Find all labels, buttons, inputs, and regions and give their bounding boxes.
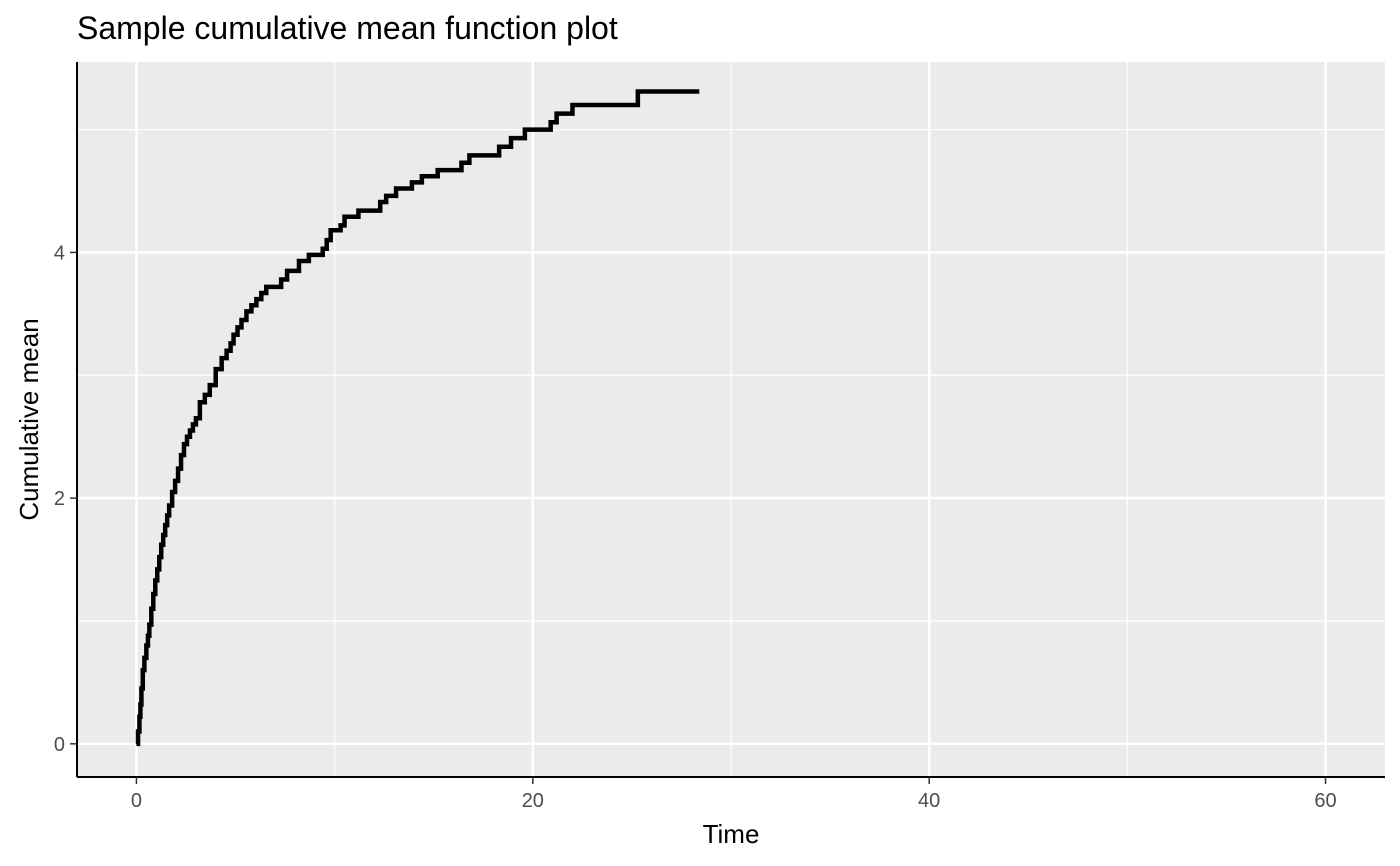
y-tick-label: 2 xyxy=(54,488,65,510)
cumulative-mean-step-line xyxy=(135,89,700,747)
y-axis-ticks: 0 2 4 xyxy=(54,242,77,756)
x-axis-title: Time xyxy=(703,819,760,849)
x-tick-label: 40 xyxy=(918,790,940,812)
minor-gridlines xyxy=(77,62,1385,777)
chart-title: Sample cumulative mean function plot xyxy=(77,10,618,46)
x-tick-label: 60 xyxy=(1314,790,1336,812)
y-tick-label: 0 xyxy=(54,734,65,756)
y-tick-label: 4 xyxy=(54,242,65,264)
major-gridlines xyxy=(77,62,1385,777)
x-tick-label: 20 xyxy=(522,790,544,812)
x-axis-ticks: 0 20 40 60 xyxy=(131,777,1337,812)
y-axis-title: Cumulative mean xyxy=(14,318,44,520)
x-tick-label: 0 xyxy=(131,790,142,812)
